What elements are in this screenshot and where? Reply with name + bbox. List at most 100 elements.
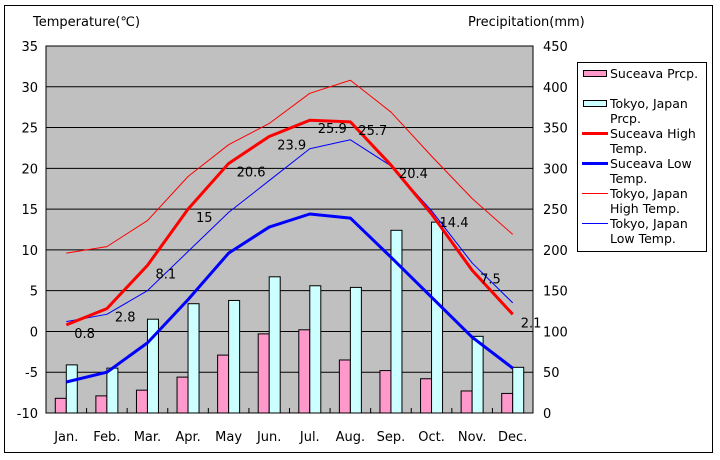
y-right-tick-label: 400 [543, 81, 568, 96]
thick-red-line-icon [582, 132, 608, 135]
y-left-tick-label: 25 [21, 122, 38, 137]
tokyo-prcp-bar [309, 285, 322, 414]
legend-item-suceava-low: Suceava Low Temp. [582, 156, 704, 186]
tokyo-japan-low-temp-line [66, 139, 514, 323]
tokyo-prcp-bar [471, 335, 484, 414]
tokyo-prcp-bar [106, 367, 119, 414]
legend-label: Temp. [610, 171, 648, 186]
pink-swatch-icon [583, 70, 607, 77]
y-left-tick-label: 5 [30, 285, 38, 300]
suceava-prcp-bar [298, 329, 311, 414]
tokyo-japan-high-temp-line [66, 79, 514, 254]
y-left-tick-label: 30 [21, 81, 38, 96]
y-right-tick-label: 350 [543, 122, 568, 137]
suceava-prcp-bar [257, 333, 270, 414]
y-right-tick-label: 50 [543, 366, 560, 381]
legend-item-tokyo-prcp: Tokyo, Japan Prcp. [582, 96, 704, 126]
legend-label: Suceava Low [610, 156, 692, 171]
thin-red-line-icon [582, 193, 608, 194]
data-label: 0.8 [74, 327, 95, 342]
thick-blue-line-icon [582, 162, 608, 165]
legend: Suceava Prcp. Tokyo, Japan Prcp. Suceava … [577, 62, 707, 252]
suceava-high-temp-line [65, 118, 514, 327]
x-tick-label: Apr. [175, 430, 200, 445]
data-label: 25.9 [318, 122, 347, 137]
suceava-prcp-bar [176, 376, 189, 414]
suceava-prcp-bar [379, 370, 392, 414]
legend-item-tokyo-low: Tokyo, Japan Low Temp. [582, 216, 704, 246]
y-left-tick-label: 15 [21, 203, 38, 218]
y-right-tick-label: 450 [543, 40, 568, 55]
tokyo-prcp-bar [390, 229, 403, 414]
suceava-low-temp-line [65, 212, 514, 384]
suceava-prcp-bar [338, 359, 351, 414]
suceava-prcp-bar [54, 397, 67, 414]
y-left-tick-label: 35 [21, 40, 38, 55]
plot-area [45, 45, 534, 414]
y-right-tick-label: 100 [543, 325, 568, 340]
x-tick-label: Jun. [256, 430, 281, 445]
legend-label: Low Temp. [610, 231, 676, 246]
data-label: 25.7 [358, 124, 387, 139]
y-right-tick-label: 0 [543, 407, 551, 422]
y-right-tick-label: 300 [543, 162, 568, 177]
suceava-prcp-bar [420, 378, 433, 414]
legend-item-suceava-high: Suceava High Temp. [582, 126, 704, 156]
x-tick-label: May [215, 430, 242, 445]
data-label: 20.4 [399, 167, 428, 182]
data-label: 20.6 [237, 165, 266, 180]
suceava-prcp-bar [217, 354, 230, 414]
tokyo-prcp-bar [65, 364, 78, 414]
legend-label: Tokyo, Japan [610, 96, 688, 111]
data-label: 23.9 [277, 139, 306, 154]
y-right-tick-label: 200 [543, 244, 568, 259]
x-tick-label: Nov. [458, 430, 487, 445]
legend-item-tokyo-high: Tokyo, Japan High Temp. [582, 186, 704, 216]
tokyo-prcp-bar [431, 221, 444, 414]
tokyo-prcp-bar [228, 299, 241, 414]
y-left-tick-label: -10 [17, 407, 38, 422]
legend-label: Suceava High [610, 126, 696, 141]
tokyo-prcp-bar [187, 303, 200, 414]
tokyo-prcp-bar [349, 286, 362, 414]
suceava-prcp-bar [501, 392, 514, 414]
legend-item-suceava-prcp: Suceava Prcp. [582, 66, 704, 81]
data-label: 14.4 [440, 216, 469, 231]
y-right-tick-label: 150 [543, 285, 568, 300]
y-left-tick-label: 0 [30, 325, 38, 340]
legend-label: Tokyo, Japan [610, 186, 688, 201]
suceava-prcp-bar [460, 390, 473, 414]
x-tick-label: Aug. [336, 430, 366, 445]
x-tick-label: Feb. [93, 430, 120, 445]
tokyo-prcp-bar [146, 318, 159, 414]
data-label: 2.8 [115, 311, 136, 326]
x-tick-label: Oct. [418, 430, 445, 445]
data-label: 2.1 [521, 316, 542, 331]
legend-label: Temp. [610, 141, 648, 156]
y-right-tick-label: 250 [543, 203, 568, 218]
x-tick-label: Jan. [53, 430, 78, 445]
x-tick-label: Dec. [498, 430, 527, 445]
x-tick-label: Mar. [134, 430, 161, 445]
data-label: 8.1 [155, 267, 176, 282]
legend-label: Tokyo, Japan [610, 216, 688, 231]
data-label: 7.5 [480, 272, 501, 287]
y-left-axis-title: Temperature(℃) [32, 15, 140, 30]
y-left-tick-label: 10 [21, 244, 38, 259]
y-left-tick-label: 20 [21, 162, 38, 177]
tokyo-prcp-bar [512, 366, 525, 414]
y-right-axis-title: Precipitation(mm) [468, 15, 585, 30]
x-tick-label: Sep. [377, 430, 406, 445]
suceava-prcp-bar [95, 395, 108, 414]
cyan-swatch-icon [583, 100, 607, 107]
data-label: 15 [196, 211, 213, 226]
x-tick-label: Jul. [299, 430, 320, 445]
thin-blue-line-icon [582, 223, 608, 224]
tokyo-prcp-bar [268, 276, 281, 414]
y-left-tick-label: -5 [25, 366, 38, 381]
legend-label: Suceava Prcp. [610, 66, 699, 81]
legend-label: Prcp. [610, 111, 641, 126]
suceava-prcp-bar [135, 389, 148, 414]
legend-label: High Temp. [610, 201, 680, 216]
